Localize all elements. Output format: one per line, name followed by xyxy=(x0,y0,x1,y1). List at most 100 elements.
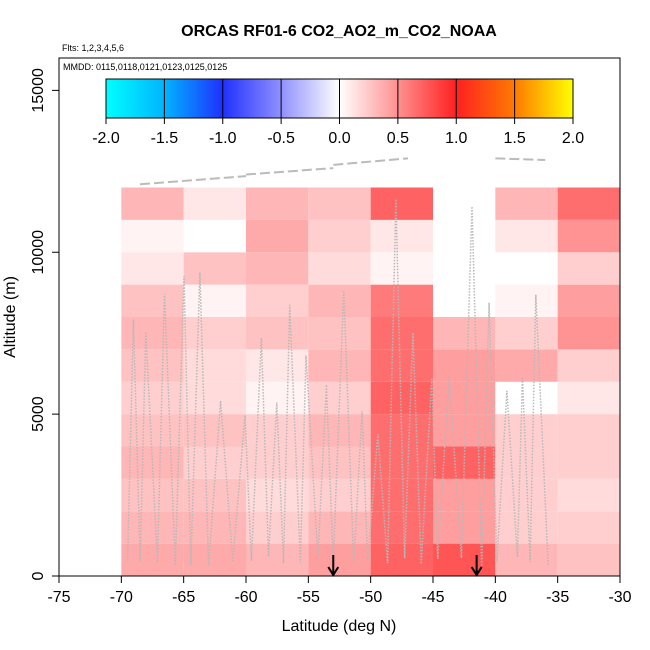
x-tick-label: -75 xyxy=(47,589,70,606)
heatmap-cell xyxy=(183,317,246,350)
heatmap-cell xyxy=(370,187,433,220)
heatmap-cell xyxy=(183,284,246,317)
heatmap-cell xyxy=(308,252,371,285)
colorbar-tick-label: -1.0 xyxy=(209,130,237,147)
colorbar-tick-label: 1.0 xyxy=(445,130,467,147)
y-tick-label: 10000 xyxy=(30,230,47,275)
heatmap-cell xyxy=(370,219,433,253)
heatmap-cell xyxy=(121,543,184,576)
heatmap-cell xyxy=(308,187,371,220)
heatmap-cell xyxy=(246,317,309,350)
heatmap-cell xyxy=(308,349,371,382)
heatmap-cell xyxy=(121,219,184,253)
x-tick-label: -60 xyxy=(234,589,257,606)
x-tick-label: -65 xyxy=(172,589,195,606)
x-tick-label: -50 xyxy=(359,589,382,606)
heatmap-cell xyxy=(308,446,371,479)
y-tick-label: 5000 xyxy=(30,396,47,432)
heatmap-cell xyxy=(370,317,433,350)
heatmap-cell xyxy=(495,511,558,544)
heatmap-cell xyxy=(495,349,558,382)
heatmap-cell xyxy=(370,478,433,512)
heatmap-cell xyxy=(370,284,433,317)
heatmap-cell xyxy=(557,219,620,253)
flight-track-transit xyxy=(333,157,409,166)
arrow-marker xyxy=(470,555,483,577)
heatmap-cell xyxy=(308,219,371,253)
heatmap-cell xyxy=(246,511,309,544)
flight-track-transit xyxy=(139,175,247,186)
x-axis: -75 -70 -65 -60 -55 -50 -45 -40 -35 -30 xyxy=(47,576,632,606)
heatmap-cell xyxy=(183,187,246,220)
colorbar-ticks: -2.0 -1.5 -1.0 -0.5 0.0 0.5 1.0 1.5 2.0 xyxy=(92,79,584,147)
heatmap-cell xyxy=(183,252,246,285)
heatmap-cell xyxy=(121,284,184,317)
heatmap-cell xyxy=(557,317,620,350)
heatmap-cell xyxy=(370,543,433,576)
heatmap-cell xyxy=(121,349,184,382)
heatmap-cell xyxy=(246,284,309,317)
colorbar: -2.0 -1.5 -1.0 -0.5 0.0 0.5 1.0 1.5 2.0 xyxy=(92,78,584,147)
heatmap-cell xyxy=(557,252,620,285)
heatmap-cell xyxy=(370,511,433,544)
heatmap-cell xyxy=(495,252,558,285)
colorbar-tick-label: 0.0 xyxy=(328,130,350,147)
heatmap-cell xyxy=(557,187,620,220)
arrow-marker xyxy=(327,555,340,577)
dates-label: MMDD: 0115,0118,0121,0123,0125,0125 xyxy=(63,62,227,72)
heatmap-cell xyxy=(557,414,620,447)
colorbar-tick-label: 1.5 xyxy=(504,130,526,147)
heatmap-cell xyxy=(557,381,620,415)
colorbar-tick-label: -2.0 xyxy=(92,130,120,147)
heatmap-cell xyxy=(370,349,433,382)
heatmap-cell xyxy=(308,511,371,544)
y-tick-label: 0 xyxy=(30,571,47,580)
heatmap-cell xyxy=(183,414,246,447)
heatmap-cell xyxy=(246,187,309,220)
heatmap-cells xyxy=(121,187,620,576)
heatmap-cell xyxy=(495,219,558,253)
flight-track-transit xyxy=(245,167,334,176)
x-tick-label: -40 xyxy=(484,589,507,606)
heatmap-cell xyxy=(246,219,309,253)
heatmap-cell xyxy=(246,349,309,382)
heatmap-cell xyxy=(308,414,371,447)
heatmap-cell xyxy=(495,381,558,415)
colorbar-tick-label: -1.5 xyxy=(151,130,179,147)
colorbar-tick-label: 0.5 xyxy=(387,130,409,147)
heatmap-cell xyxy=(557,511,620,544)
heatmap-cell xyxy=(121,381,184,415)
heatmap-cell xyxy=(370,381,433,415)
heatmap-cell xyxy=(121,252,184,285)
heatmap-cell xyxy=(433,511,496,544)
heatmap-cell xyxy=(183,446,246,479)
heatmap-cell xyxy=(308,478,371,512)
x-tick-label: -35 xyxy=(546,589,569,606)
x-tick-label: -55 xyxy=(297,589,320,606)
x-tick-label: -30 xyxy=(608,589,631,606)
heatmap-cell xyxy=(183,543,246,576)
x-tick-label: -45 xyxy=(421,589,444,606)
x-tick-label: -70 xyxy=(110,589,133,606)
heatmap-cell xyxy=(246,543,309,576)
heatmap-cell xyxy=(183,219,246,253)
heatmap-cell xyxy=(370,252,433,285)
arrow-markers xyxy=(327,555,483,577)
heatmap-cell xyxy=(433,317,496,350)
heatmap-cell xyxy=(246,252,309,285)
flights-label: Flts: 1,2,3,4,5,6 xyxy=(62,43,124,53)
heatmap-cell xyxy=(495,284,558,317)
heatmap-cell xyxy=(495,317,558,350)
chart-title: ORCAS RF01-6 CO2_AO2_m_CO2_NOAA xyxy=(181,23,497,40)
y-axis: 0 5000 10000 15000 xyxy=(30,68,59,580)
colorbar-tick-label: 2.0 xyxy=(562,130,584,147)
heatmap-cell xyxy=(308,284,371,317)
heatmap-cell xyxy=(495,543,558,576)
flight-track-transit xyxy=(495,157,546,161)
heatmap-cell xyxy=(121,187,184,220)
heatmap-cell xyxy=(246,414,309,447)
heatmap-cell xyxy=(557,543,620,576)
plot-frame xyxy=(58,57,621,577)
heatmap-cell xyxy=(121,317,184,350)
